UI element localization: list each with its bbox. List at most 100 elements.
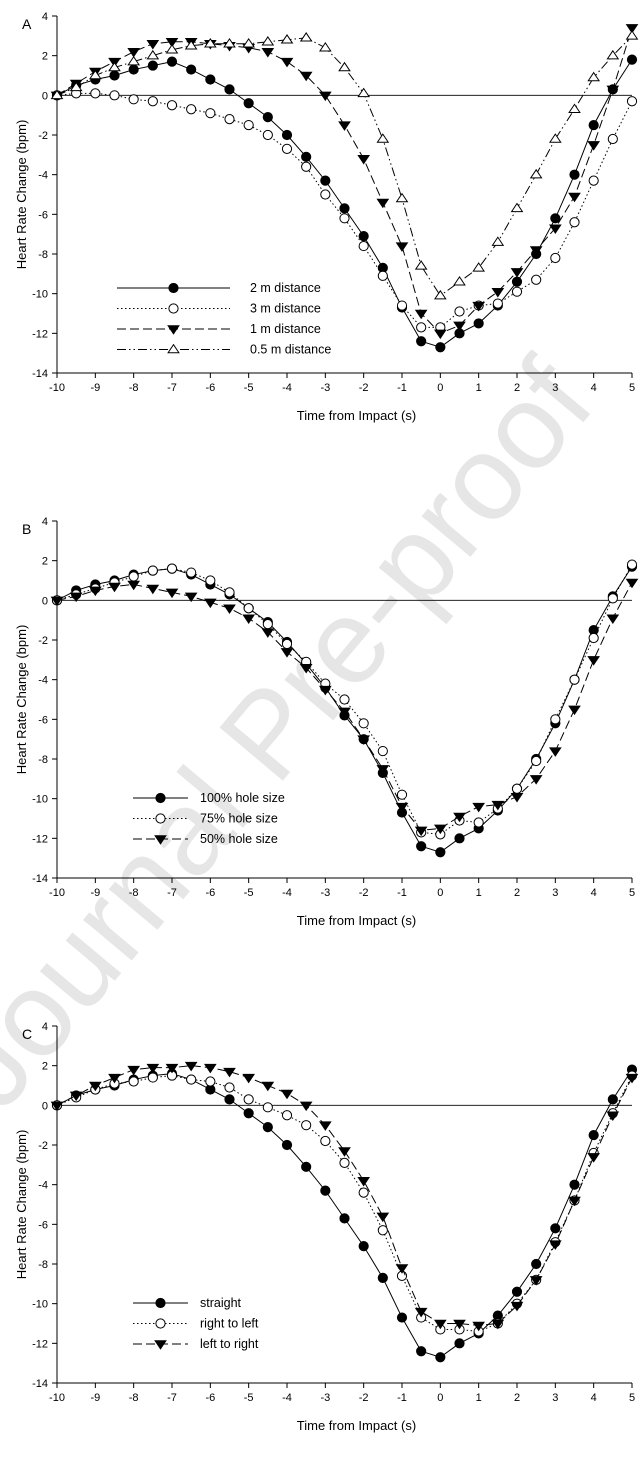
data-point (510, 202, 524, 213)
y-tick-label: -4 (38, 1180, 48, 1192)
x-tick-label: -1 (397, 887, 407, 899)
data-point (377, 270, 388, 281)
legend: straight right to left left to right (133, 1296, 259, 1351)
data-point (550, 714, 561, 725)
x-tick-label: 5 (629, 887, 635, 899)
legend-label: 2 m distance (250, 281, 321, 295)
x-tick-label: -3 (320, 382, 330, 394)
x-tick-label: -6 (205, 382, 215, 394)
data-point (50, 596, 64, 607)
data-point (357, 1176, 371, 1187)
data-point (338, 121, 351, 131)
series-line (56, 1065, 633, 1326)
watermark-text: Journal Pre-proof (0, 335, 618, 1132)
chart-panel-c: C 420-2-4-6-8-10-12-14-10 -9 -8 -7 -6 -5 -4 -3 -2… (14, 1021, 639, 1433)
data-point (146, 49, 160, 60)
data-point (261, 36, 275, 46)
x-tick-label: -7 (167, 887, 177, 899)
data-point (472, 802, 486, 813)
data-point (606, 614, 620, 624)
legend-marker (155, 792, 166, 804)
figure-panels: A 420-2-4-6-8-10-12-14-10 -9 -8 -7 -6 -5 -4 -3 -2… (14, 11, 639, 1433)
x-tick-label: 0 (437, 1392, 443, 1404)
data-point (224, 114, 235, 125)
data-point (435, 342, 446, 353)
data-point (261, 1081, 275, 1092)
data-point (108, 1073, 121, 1084)
data-point (262, 1102, 273, 1113)
data-point (146, 1063, 160, 1074)
series-0 (51, 54, 638, 353)
x-axis-title: Time from Impact (s) (297, 408, 416, 423)
y-tick-label: -4 (38, 675, 48, 687)
x-tick-label: -8 (129, 382, 139, 394)
data-point (128, 64, 139, 75)
data-point (587, 71, 601, 82)
data-point (433, 1319, 447, 1330)
data-point (243, 603, 254, 614)
panel-letter: C (22, 1026, 32, 1042)
data-point (186, 104, 197, 115)
data-point (223, 38, 236, 48)
data-point (261, 628, 275, 638)
data-point (184, 1061, 198, 1072)
legend-label: 3 m distance (250, 302, 321, 316)
legend-marker (168, 282, 179, 294)
legend-marker (154, 835, 167, 845)
data-point (433, 289, 447, 300)
data-point (568, 192, 581, 203)
data-point (396, 789, 408, 800)
data-point (281, 638, 293, 650)
data-point (531, 755, 542, 767)
data-point (510, 1301, 524, 1312)
data-point (165, 43, 179, 54)
y-tick-label: 2 (42, 556, 48, 568)
data-point (338, 707, 351, 718)
data-point (147, 60, 158, 71)
data-point (108, 582, 121, 593)
legend-marker (155, 813, 166, 824)
data-point (587, 141, 601, 151)
x-tick-label: -6 (205, 887, 215, 899)
data-point (224, 84, 235, 95)
y-tick-label: 2 (42, 1061, 48, 1073)
data-point (339, 1213, 350, 1224)
data-point (510, 268, 524, 278)
x-tick-label: -9 (90, 887, 100, 899)
series-2 (50, 578, 639, 837)
y-tick-label: -10 (32, 289, 48, 301)
data-point (550, 252, 561, 264)
x-tick-label: 0 (437, 382, 443, 394)
data-point (568, 705, 581, 716)
data-point (396, 1312, 408, 1323)
data-point (338, 1147, 351, 1157)
legend-label: 1 m distance (250, 322, 321, 336)
legend-marker (155, 1318, 166, 1329)
data-point (587, 1153, 601, 1163)
x-tick-label: -3 (320, 887, 330, 899)
data-point (358, 240, 369, 252)
data-point (242, 614, 256, 624)
data-point (320, 1135, 331, 1147)
data-point (396, 300, 408, 311)
data-point (510, 792, 524, 803)
series-2 (50, 1061, 639, 1332)
y-tick-label: -14 (32, 1378, 48, 1390)
data-point (529, 246, 543, 256)
data-point (625, 578, 639, 589)
data-point (416, 1346, 427, 1357)
chart-panel-b: B 420-2-4-6-8-10-12-14-10 -9 -8 -7 -6 -5 -4 -3 -2… (14, 516, 639, 928)
data-point (69, 1091, 83, 1102)
data-point (625, 30, 639, 40)
data-point (548, 747, 562, 757)
series-line (56, 1075, 633, 1332)
data-point (301, 161, 312, 172)
series-2 (50, 24, 639, 340)
data-point (433, 824, 447, 835)
data-point (492, 298, 503, 309)
x-tick-label: -10 (49, 382, 65, 394)
data-point (531, 1258, 542, 1270)
y-tick-label: -12 (32, 328, 48, 340)
data-point (511, 276, 523, 287)
data-point (186, 64, 197, 75)
